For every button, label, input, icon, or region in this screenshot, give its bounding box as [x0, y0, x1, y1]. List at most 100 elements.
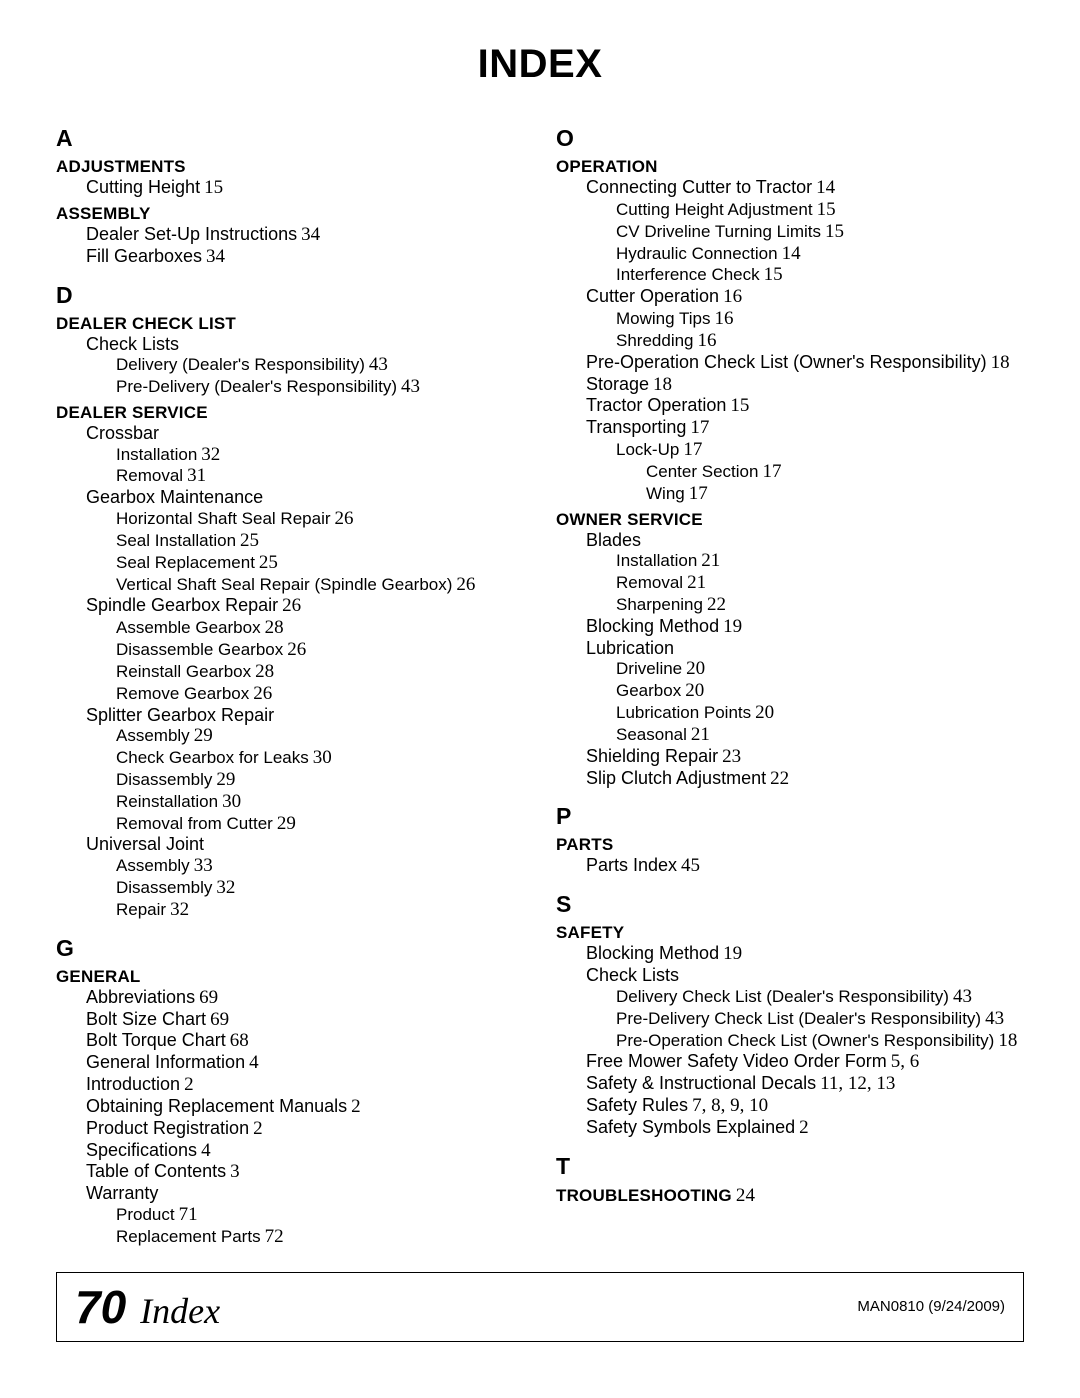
- index-entry: Warranty: [86, 1183, 524, 1204]
- index-entry: Connecting Cutter to Tractor14: [586, 177, 1024, 199]
- index-entry: Lock-Up17: [616, 439, 1024, 461]
- index-entry: Lubrication Points20: [616, 702, 1024, 724]
- index-page-ref: 17: [690, 417, 709, 438]
- index-page-ref: 26: [287, 639, 306, 660]
- index-page-ref: 16: [698, 330, 717, 351]
- index-entry: Reinstallation30: [116, 791, 524, 813]
- index-entry: Abbreviations69: [86, 987, 524, 1009]
- index-page-ref: 18: [998, 1030, 1017, 1051]
- index-page-ref: 43: [401, 376, 420, 397]
- index-entry: Shielding Repair23: [586, 746, 1024, 768]
- index-page-ref: 14: [816, 177, 835, 198]
- index-letter: T: [556, 1153, 1024, 1180]
- index-page-ref: 19: [723, 943, 742, 964]
- index-page-ref: 14: [782, 243, 801, 264]
- index-page-ref: 28: [265, 617, 284, 638]
- index-entry: Bolt Size Chart69: [86, 1009, 524, 1031]
- index-entry: Hydraulic Connection14: [616, 243, 1024, 265]
- index-page-ref: 20: [755, 702, 774, 723]
- index-page-ref: 32: [170, 899, 189, 920]
- index-section-heading: ASSEMBLY: [56, 204, 524, 224]
- index-entry: Obtaining Replacement Manuals2: [86, 1096, 524, 1118]
- index-entry: Storage18: [586, 374, 1024, 396]
- index-page-ref: 18: [653, 374, 672, 395]
- index-entry: Safety & Instructional Decals11, 12, 13: [586, 1073, 1024, 1095]
- index-page-ref: 2: [799, 1117, 809, 1138]
- index-page-ref: 23: [722, 746, 741, 767]
- index-page-ref: 25: [259, 552, 278, 573]
- index-page-ref: 32: [216, 877, 235, 898]
- index-page-ref: 7, 8, 9, 10: [692, 1095, 768, 1116]
- index-page-ref: 19: [723, 616, 742, 637]
- index-page-ref: 16: [723, 286, 742, 307]
- index-page-ref: 28: [255, 661, 274, 682]
- index-page-ref: 21: [687, 572, 706, 593]
- index-entry: Check Lists: [586, 965, 1024, 986]
- index-page-ref: 29: [216, 769, 235, 790]
- index-page-ref: 29: [194, 725, 213, 746]
- index-page-ref: 20: [685, 680, 704, 701]
- index-page-ref: 20: [686, 658, 705, 679]
- index-entry: Safety Rules7, 8, 9, 10: [586, 1095, 1024, 1117]
- index-entry: Product71: [116, 1204, 524, 1226]
- index-letter: S: [556, 891, 1024, 918]
- index-entry: Disassembly29: [116, 769, 524, 791]
- index-page-ref: 17: [683, 439, 702, 460]
- index-letter: P: [556, 803, 1024, 830]
- index-entry: Seal Replacement25: [116, 552, 524, 574]
- index-entry: Assembly29: [116, 725, 524, 747]
- index-entry: Slip Clutch Adjustment22: [586, 768, 1024, 790]
- index-section-heading: DEALER SERVICE: [56, 403, 524, 423]
- index-entry: Tractor Operation15: [586, 395, 1024, 417]
- index-section-heading: SAFETY: [556, 923, 1024, 943]
- page-label: Index: [140, 1290, 220, 1332]
- index-entry: Horizontal Shaft Seal Repair26: [116, 508, 524, 530]
- index-entry: Pre-Operation Check List (Owner's Respon…: [586, 352, 1024, 374]
- index-entry: Repair32: [116, 899, 524, 921]
- index-entry: Seasonal21: [616, 724, 1024, 746]
- index-letter: D: [56, 282, 524, 309]
- index-page-ref: 24: [736, 1185, 755, 1206]
- index-entry: Assembly33: [116, 855, 524, 877]
- index-entry: Gearbox Maintenance: [86, 487, 524, 508]
- index-page-ref: 32: [201, 444, 220, 465]
- index-entry: CV Driveline Turning Limits15: [616, 221, 1024, 243]
- index-entry: Table of Contents3: [86, 1161, 524, 1183]
- index-entry: Pre-Delivery Check List (Dealer's Respon…: [616, 1008, 1024, 1030]
- index-page-ref: 30: [222, 791, 241, 812]
- index-entry: Interference Check15: [616, 264, 1024, 286]
- index-page-ref: 26: [282, 595, 301, 616]
- index-page-ref: 26: [456, 574, 475, 595]
- index-entry: Lubrication: [586, 638, 1024, 659]
- index-page-ref: 33: [194, 855, 213, 876]
- index-entry: Gearbox20: [616, 680, 1024, 702]
- index-page-ref: 71: [179, 1204, 198, 1225]
- index-entry: Check Lists: [86, 334, 524, 355]
- index-entry: Delivery (Dealer's Responsibility)43: [116, 354, 524, 376]
- index-page-ref: 2: [184, 1074, 194, 1095]
- index-entry: Bolt Torque Chart68: [86, 1030, 524, 1052]
- index-letter: A: [56, 125, 524, 152]
- index-entry: Removal31: [116, 465, 524, 487]
- index-entry: Universal Joint: [86, 834, 524, 855]
- index-entry: Disassembly32: [116, 877, 524, 899]
- index-entry: Cutter Operation16: [586, 286, 1024, 308]
- index-entry: Safety Symbols Explained2: [586, 1117, 1024, 1139]
- index-entry: Cutting Height Adjustment15: [616, 199, 1024, 221]
- index-page-ref: 4: [249, 1052, 259, 1073]
- index-page-ref: 21: [691, 724, 710, 745]
- index-entry: Wing17: [646, 483, 1024, 505]
- index-entry: Splitter Gearbox Repair: [86, 705, 524, 726]
- index-page-ref: 15: [204, 177, 223, 198]
- index-page-ref: 26: [253, 683, 272, 704]
- index-entry: Product Registration2: [86, 1118, 524, 1140]
- index-entry: Pre-Delivery (Dealer's Responsibility)43: [116, 376, 524, 398]
- index-page-ref: 16: [714, 308, 733, 329]
- index-section-heading: OPERATION: [556, 157, 1024, 177]
- index-entry: Transporting17: [586, 417, 1024, 439]
- index-page-ref: 17: [762, 461, 781, 482]
- index-page-ref: 45: [681, 855, 700, 876]
- index-entry: Sharpening22: [616, 594, 1024, 616]
- index-letter: O: [556, 125, 1024, 152]
- index-entry: General Information4: [86, 1052, 524, 1074]
